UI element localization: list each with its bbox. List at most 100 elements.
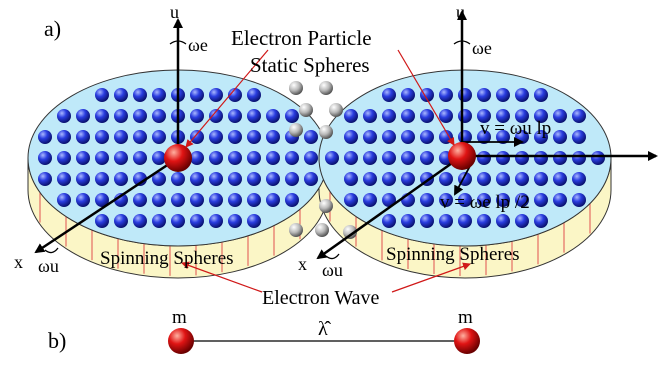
- blue-sphere: [133, 88, 147, 102]
- blue-sphere: [477, 172, 491, 186]
- mass-sphere-right: [454, 328, 480, 354]
- blue-sphere: [285, 151, 299, 165]
- blue-sphere: [266, 193, 280, 207]
- blue-sphere: [209, 172, 223, 186]
- blue-sphere: [553, 130, 567, 144]
- blue-sphere: [477, 109, 491, 123]
- blue-sphere: [114, 214, 128, 228]
- blue-sphere: [228, 130, 242, 144]
- static-sphere: [315, 223, 329, 237]
- blue-sphere: [363, 151, 377, 165]
- blue-sphere: [152, 151, 166, 165]
- blue-sphere: [266, 130, 280, 144]
- blue-sphere: [382, 193, 396, 207]
- blue-sphere: [114, 172, 128, 186]
- blue-sphere: [133, 130, 147, 144]
- blue-sphere: [114, 109, 128, 123]
- right-omega-e-arc: [453, 40, 471, 45]
- blue-sphere: [152, 88, 166, 102]
- blue-sphere: [38, 151, 52, 165]
- velocity-e-arrow: [454, 165, 471, 196]
- blue-sphere: [382, 130, 396, 144]
- blue-sphere: [266, 109, 280, 123]
- right-omega-u-arc: [325, 253, 340, 260]
- right-disk-side-marks: [329, 191, 591, 276]
- blue-sphere: [209, 130, 223, 144]
- right-electron-particle: [448, 142, 476, 170]
- blue-sphere: [114, 130, 128, 144]
- blue-sphere: [228, 172, 242, 186]
- blue-sphere: [228, 214, 242, 228]
- blue-sphere: [572, 193, 586, 207]
- panel-b-label: b): [48, 328, 66, 353]
- blue-sphere: [247, 214, 261, 228]
- blue-sphere: [515, 193, 529, 207]
- blue-sphere: [171, 172, 185, 186]
- blue-sphere: [420, 109, 434, 123]
- blue-sphere: [420, 130, 434, 144]
- blue-sphere: [458, 193, 472, 207]
- static-sphere: [289, 223, 303, 237]
- blue-sphere: [133, 193, 147, 207]
- blue-sphere: [477, 151, 491, 165]
- blue-sphere: [401, 172, 415, 186]
- blue-sphere: [95, 109, 109, 123]
- blue-sphere: [382, 214, 396, 228]
- left-axis-u-label: u: [170, 2, 179, 22]
- blue-sphere: [515, 151, 529, 165]
- blue-sphere: [515, 214, 529, 228]
- blue-sphere: [266, 151, 280, 165]
- blue-sphere: [247, 193, 261, 207]
- blue-sphere: [95, 193, 109, 207]
- blue-sphere: [190, 214, 204, 228]
- blue-sphere: [458, 88, 472, 102]
- blue-sphere: [304, 151, 318, 165]
- blue-sphere: [57, 151, 71, 165]
- blue-sphere: [401, 88, 415, 102]
- blue-sphere: [553, 193, 567, 207]
- blue-sphere: [401, 109, 415, 123]
- blue-sphere: [285, 172, 299, 186]
- blue-sphere: [152, 172, 166, 186]
- blue-sphere: [477, 88, 491, 102]
- static-spheres-label: Static Spheres: [250, 53, 370, 77]
- left-omega-e-arc: [169, 40, 187, 45]
- blue-sphere: [190, 88, 204, 102]
- blue-sphere: [133, 172, 147, 186]
- blue-sphere: [266, 172, 280, 186]
- blue-sphere: [95, 172, 109, 186]
- blue-sphere: [209, 109, 223, 123]
- blue-sphere: [325, 151, 339, 165]
- blue-sphere: [344, 193, 358, 207]
- static-sphere: [319, 125, 333, 139]
- left-omega-u-label: ωu: [38, 256, 59, 276]
- blue-sphere: [152, 130, 166, 144]
- blue-sphere: [477, 193, 491, 207]
- blue-sphere: [439, 109, 453, 123]
- blue-sphere: [57, 193, 71, 207]
- blue-sphere: [496, 130, 510, 144]
- blue-sphere: [228, 151, 242, 165]
- blue-sphere: [114, 193, 128, 207]
- blue-sphere: [247, 109, 261, 123]
- left-omega-e-label: ωe: [188, 35, 208, 55]
- blue-sphere: [363, 172, 377, 186]
- blue-sphere: [439, 172, 453, 186]
- blue-sphere: [171, 193, 185, 207]
- blue-sphere: [76, 151, 90, 165]
- blue-sphere: [382, 172, 396, 186]
- blue-sphere: [363, 109, 377, 123]
- right-axis-x-label: x: [298, 254, 307, 274]
- static-sphere: [319, 199, 333, 213]
- blue-sphere: [209, 193, 223, 207]
- blue-sphere: [534, 172, 548, 186]
- blue-sphere: [477, 130, 491, 144]
- blue-sphere: [247, 88, 261, 102]
- blue-sphere: [420, 88, 434, 102]
- blue-sphere: [477, 214, 491, 228]
- blue-sphere: [95, 151, 109, 165]
- blue-sphere: [420, 151, 434, 165]
- blue-sphere: [363, 130, 377, 144]
